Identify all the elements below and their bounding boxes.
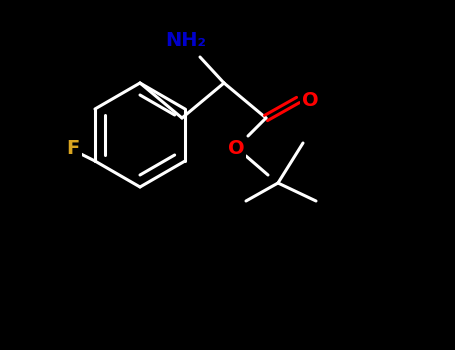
Text: NH₂: NH₂ (166, 32, 207, 50)
Text: F: F (66, 140, 80, 159)
Text: O: O (302, 91, 318, 110)
Text: O: O (228, 139, 244, 158)
